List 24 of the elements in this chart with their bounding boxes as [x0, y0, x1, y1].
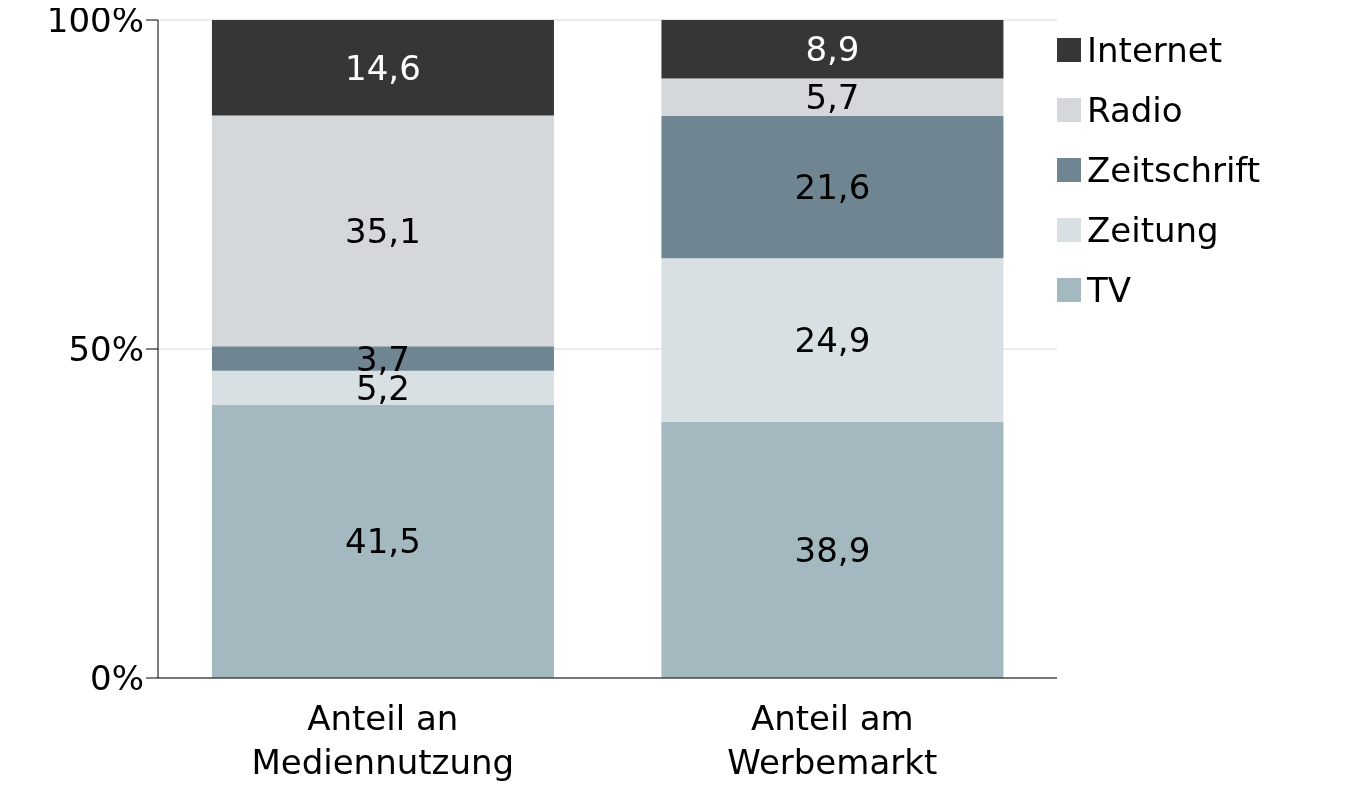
data-label: 38,9 — [794, 530, 871, 571]
data-label: 8,9 — [805, 29, 860, 70]
legend-label: TV — [1087, 270, 1132, 310]
bar — [661, 116, 1004, 259]
bar — [211, 115, 554, 347]
bar — [211, 20, 554, 116]
data-label: 21,6 — [794, 167, 871, 208]
legend-label: Zeitung — [1087, 210, 1219, 250]
legend-label: Radio — [1087, 90, 1183, 130]
data-label: 24,9 — [794, 320, 871, 361]
legend-label: Zeitschrift — [1087, 150, 1261, 190]
x-tick-label: Anteil an Mediennutzung — [251, 698, 515, 782]
bar — [661, 78, 1004, 117]
bar — [661, 422, 1004, 678]
data-label: 14,6 — [345, 47, 421, 88]
data-label: 41,5 — [345, 521, 421, 562]
legend-label: Internet — [1087, 30, 1223, 70]
data-label: 35,1 — [345, 210, 421, 251]
y-tick-label: 50% — [68, 329, 144, 370]
x-tick-label: Anteil am Werbemarkt — [727, 698, 938, 782]
bar — [661, 20, 1004, 79]
bar — [211, 404, 554, 678]
y-tick-label: 0% — [90, 658, 144, 699]
data-label: 5,7 — [805, 77, 860, 118]
